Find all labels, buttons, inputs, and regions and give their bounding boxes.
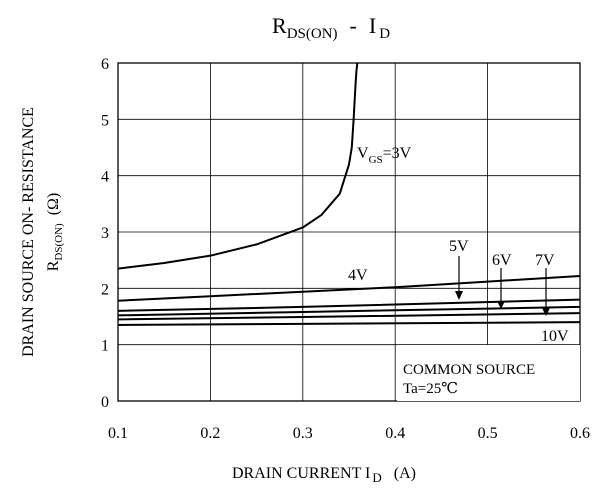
arrow-7v-head <box>542 308 550 316</box>
series-line-6v <box>117 305 581 317</box>
y-axis-label-line1: DRAIN SOURCE ON- RESISTANCE <box>20 107 37 357</box>
x-tick-label: 0.3 <box>293 425 313 442</box>
annotation-arrows <box>455 256 550 316</box>
x-tick-label: 0.1 <box>108 425 128 442</box>
arrow-5v-head <box>455 291 463 300</box>
v5-label: 5V <box>449 238 469 255</box>
ta-label: Ta=25℃ <box>403 381 458 397</box>
y-tick-label: 3 <box>101 225 109 242</box>
chart-title-sub: DS(ON) <box>287 26 338 42</box>
chart-title-main: R <box>272 13 287 38</box>
v4-label: 4V <box>348 267 368 284</box>
x-tick-label: 0.2 <box>200 425 220 442</box>
x-tick-label: 0.4 <box>385 425 405 442</box>
conditions-box <box>397 345 580 401</box>
series-line-10v <box>117 321 581 326</box>
y-tick-label: 0 <box>101 394 109 411</box>
chart-grid <box>118 63 580 401</box>
x-tick-label: 0.5 <box>478 425 498 442</box>
v10-label: 10V <box>541 328 569 345</box>
series-line-4v <box>117 274 581 302</box>
vgs3-label: VGS=3V <box>357 145 412 166</box>
chart-title-sep: - <box>350 13 357 38</box>
x-tick-label: 0.6 <box>570 425 590 442</box>
y-tick-label: 5 <box>101 112 109 129</box>
plot-frame <box>117 62 581 402</box>
x-tick-labels: 0.1 0.2 0.3 0.4 0.5 0.6 <box>108 425 590 442</box>
y-tick-label: 4 <box>101 169 109 186</box>
x-axis-label: DRAIN CURRENT I D (A) <box>232 465 416 485</box>
series-line-vgs-3v <box>117 62 359 270</box>
data-series <box>117 62 581 326</box>
chart-title-tail: I <box>369 13 376 38</box>
y-tick-label: 2 <box>101 281 109 298</box>
series-line-5v <box>117 298 581 312</box>
chart-title: RDS(ON) - I D <box>272 13 390 42</box>
arrow-6v-head <box>497 301 505 309</box>
v7-label: 7V <box>535 252 555 269</box>
v6-label: 6V <box>492 252 512 269</box>
y-tick-labels: 0 1 2 3 4 5 6 <box>101 56 109 411</box>
y-tick-label: 1 <box>101 338 109 355</box>
y-axis-label-line2: RDS(ON)(Ω) <box>45 193 65 272</box>
common-source-label: COMMON SOURCE <box>403 362 535 378</box>
series-line-7v <box>117 312 581 321</box>
y-tick-label: 6 <box>101 56 109 73</box>
chart-title-tail-sub: D <box>379 26 390 42</box>
